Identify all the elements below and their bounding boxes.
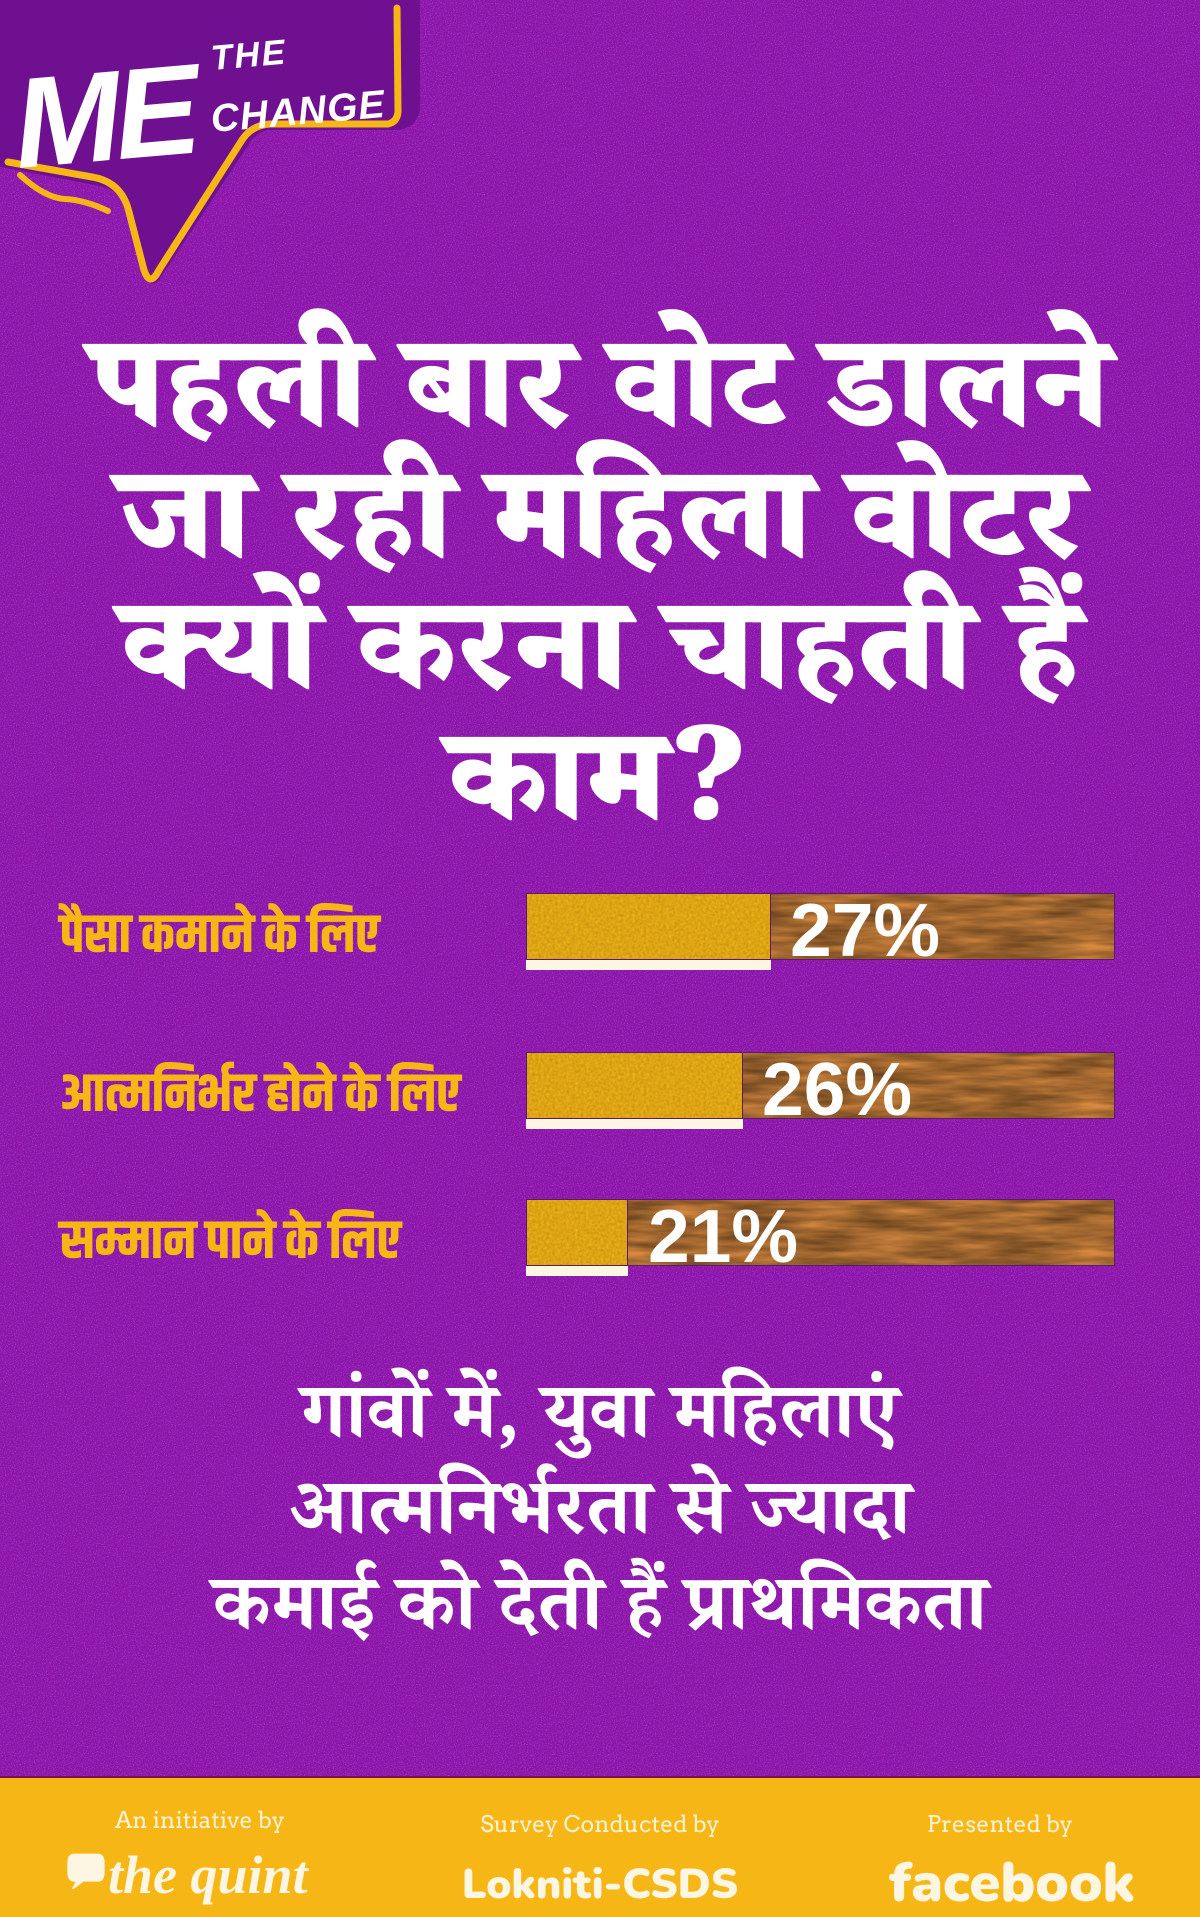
svg-text:THE: THE (209, 32, 288, 77)
svg-text:ME: ME (8, 37, 209, 196)
